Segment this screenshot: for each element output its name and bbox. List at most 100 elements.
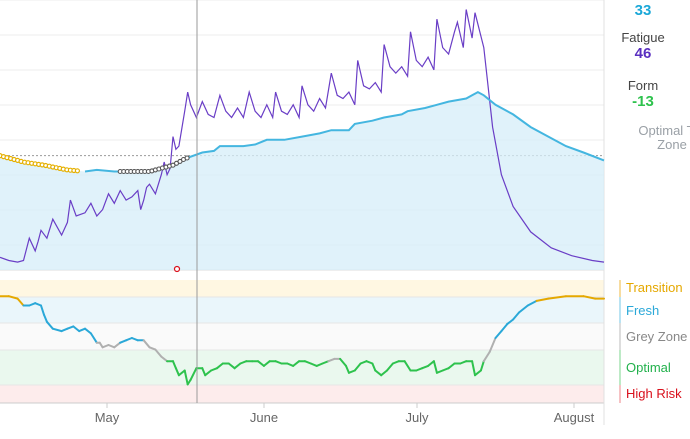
month-label-june: June <box>249 410 279 425</box>
form-line-segment <box>154 348 163 358</box>
form-line-segment <box>432 360 438 374</box>
form-line-segment <box>365 360 374 365</box>
form-line-segment <box>374 369 383 377</box>
form-line-segment <box>142 339 151 349</box>
fatigue-line <box>0 9 605 263</box>
zone-band-4 <box>0 385 604 403</box>
zone-label-high-risk: High Risk <box>626 386 682 401</box>
form-line-segment <box>28 302 37 307</box>
form-line-segment <box>403 360 412 372</box>
form-line-segment <box>239 360 248 365</box>
fitness-area <box>0 92 604 270</box>
form-line-segment <box>506 318 515 326</box>
fitness-value: 33 <box>634 2 652 19</box>
form-line-segment <box>391 360 400 365</box>
zone-band-3 <box>0 350 604 385</box>
form-line-segment <box>40 304 45 316</box>
optimal-text-line2: Zone <box>657 137 687 152</box>
form-line-segment <box>130 337 139 342</box>
form-line-segment <box>172 360 177 370</box>
form-line-segment <box>315 362 324 367</box>
form-line-segment <box>51 327 63 333</box>
fitness-marker-grey <box>184 155 190 161</box>
form-line-segment <box>45 320 54 330</box>
zone-bar-transition <box>619 280 621 297</box>
form-line-segment <box>119 339 128 344</box>
form-line-segment <box>210 367 218 372</box>
form-line-segment <box>380 369 388 377</box>
form-line-segment <box>204 369 213 377</box>
form-line-segment <box>479 360 485 372</box>
form-stat: Form -13 <box>598 78 688 110</box>
form-line-segment <box>34 302 42 307</box>
zone-bar-optimal <box>619 350 621 385</box>
form-line-segment <box>386 362 394 372</box>
form-line-segment <box>201 367 207 377</box>
fatigue-label: Fatigue <box>621 30 665 45</box>
form-line-segment <box>339 357 347 367</box>
month-label-may: May <box>94 410 120 425</box>
form-line-segment <box>459 360 468 365</box>
form-line-segment <box>66 325 75 330</box>
zone-band-0 <box>0 280 604 297</box>
form-line-segment <box>257 360 265 367</box>
form-line-segment <box>500 323 509 333</box>
form-line-segment <box>189 367 198 381</box>
form-line-segment <box>233 362 242 370</box>
form-line-segment <box>512 311 520 321</box>
high-risk-marker <box>173 265 181 273</box>
form-value: -13 <box>632 93 654 110</box>
zone-band-1 <box>0 297 604 323</box>
form-line-segment <box>262 360 271 367</box>
form-line-segment <box>7 295 19 300</box>
form-line-segment <box>321 360 330 365</box>
form-line-segment <box>471 360 476 377</box>
zone-label-optimal: Optimal <box>626 360 671 375</box>
form-line-segment <box>309 362 318 367</box>
form-line-segment <box>227 362 236 370</box>
zone-bar-fresh <box>619 297 621 323</box>
form-line-segment <box>113 341 122 349</box>
form-line-segment <box>474 369 482 377</box>
optimal-text-line1: Optimal Tra <box>638 123 690 138</box>
form-line-segment <box>494 330 503 339</box>
fatigue-stat: Fatigue 46 <box>598 30 688 62</box>
form-line-segment <box>160 355 169 363</box>
form-line-segment <box>286 362 295 367</box>
zone-band-2 <box>0 323 604 350</box>
form-line-segment <box>78 327 86 333</box>
form-line-segment <box>72 325 81 333</box>
zone-label-transition: Transition <box>626 280 683 295</box>
zone-bar-grey <box>619 323 621 350</box>
form-line-segment <box>345 364 350 374</box>
zone-bar-high-risk <box>619 385 621 403</box>
fitness-stat: 33 <box>598 2 688 19</box>
form-line-segment <box>303 360 312 365</box>
form-line-segment <box>447 362 456 370</box>
form-line-segment <box>488 337 497 353</box>
form-line-segment <box>535 297 550 302</box>
month-label-august: August <box>553 410 595 425</box>
form-line-segment <box>359 360 368 365</box>
form-line-segment <box>274 360 283 365</box>
form-line-segment <box>547 295 567 300</box>
month-label-july: July <box>405 410 429 425</box>
form-line-segment <box>107 344 116 349</box>
form-line-segment <box>148 346 157 351</box>
zone-label-fresh: Fresh <box>626 303 660 318</box>
form-line-segment <box>177 369 186 377</box>
form-label: Form <box>627 78 659 93</box>
form-line-segment <box>125 337 133 342</box>
form-line-segment <box>101 344 110 349</box>
form-line-segment <box>421 364 430 370</box>
form-line-segment <box>353 362 362 372</box>
form-line-segment <box>60 327 69 333</box>
form-line-segment <box>16 297 25 307</box>
form-line-segment <box>582 295 597 300</box>
form-line-segment <box>43 313 48 323</box>
form-line-segment <box>415 367 424 372</box>
form-line-segment <box>347 369 356 374</box>
fatigue-value: 46 <box>634 45 652 62</box>
form-line-segment <box>84 327 92 335</box>
